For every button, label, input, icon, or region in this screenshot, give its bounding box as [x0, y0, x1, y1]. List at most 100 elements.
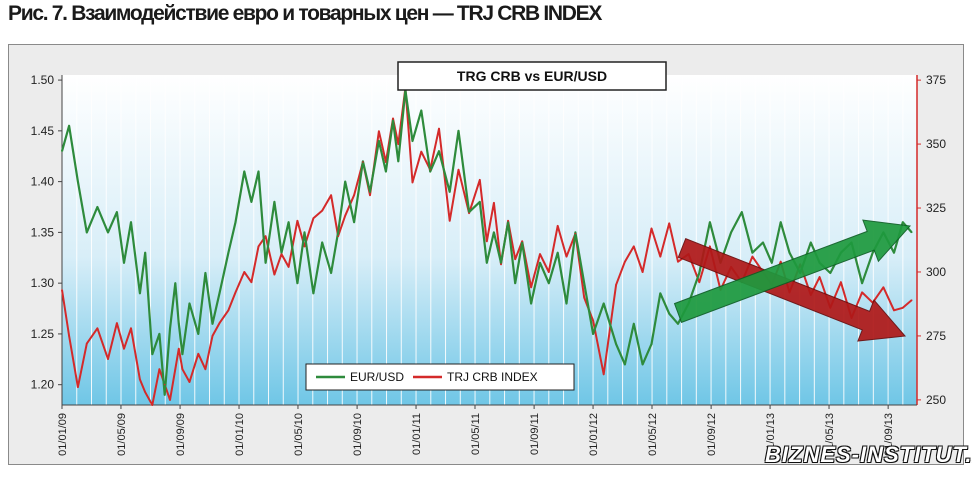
x-tick-label: 01/01/13 [765, 413, 777, 456]
eur-usd-point [264, 262, 267, 264]
trj-crb-point [882, 286, 885, 289]
trj-crb-point [257, 245, 260, 248]
trj-crb-point [344, 214, 347, 217]
eur-usd-point [197, 333, 200, 335]
trj-crb-point [840, 281, 842, 284]
x-tick-label: 01/09/12 [706, 413, 718, 456]
trj-crb-point [902, 306, 904, 309]
eur-usd-point [751, 251, 754, 254]
eur-usd-point [668, 312, 670, 315]
eur-usd-point [530, 302, 532, 305]
eur-usd-point [287, 221, 290, 224]
eur-usd-point [61, 150, 63, 152]
eur-usd-point [68, 124, 70, 127]
eur-usd-point [243, 170, 246, 173]
eur-usd-point [296, 282, 299, 284]
eur-usd-point [116, 211, 118, 213]
trj-crb-point [420, 150, 423, 153]
trj-crb-point [68, 335, 70, 337]
trj-crb-point [861, 291, 863, 294]
trj-crb-point [378, 130, 380, 133]
trj-crb-point [507, 220, 509, 222]
eur-usd-point [740, 211, 743, 213]
eur-usd-point [893, 251, 895, 254]
trj-crb-point [178, 347, 180, 350]
eur-usd-point [151, 353, 154, 356]
eur-usd-point [344, 180, 347, 183]
eur-usd-point [478, 201, 481, 203]
eur-usd-point [385, 170, 387, 173]
y-right-tick-label: 275 [926, 329, 946, 343]
watermark: BIZNES-INSTITUT.RU [765, 442, 972, 467]
eur-usd-point [650, 343, 653, 345]
eur-usd-point [411, 140, 414, 142]
eur-usd-point [448, 190, 451, 193]
eur-usd-point [615, 343, 617, 345]
eur-usd-point [181, 353, 184, 356]
eur-usd-point [698, 272, 701, 274]
trj-crb-point [330, 194, 332, 197]
eur-usd-point [139, 292, 141, 295]
trj-crb-point [592, 319, 594, 322]
eur-usd-point [330, 272, 332, 274]
trj-crb-point [174, 368, 177, 370]
eur-usd-point [762, 241, 764, 244]
y-left-tick-label: 1.25 [31, 327, 55, 341]
trj-crb-point [624, 260, 626, 263]
x-tick-label: 01/09/13 [883, 413, 895, 456]
trj-crb-point [392, 117, 394, 120]
eur-usd-point [493, 231, 495, 234]
eur-usd-point [809, 241, 812, 244]
x-tick-label: 01/05/12 [647, 413, 659, 456]
eur-usd-point [204, 272, 207, 274]
figure-title: Рис. 7. Взаимодействие евро и товарных ц… [8, 2, 602, 25]
trj-crb-point [397, 143, 400, 145]
eur-usd-point [130, 221, 132, 224]
eur-usd-point [829, 272, 832, 274]
eur-usd-point [521, 241, 524, 244]
eur-usd-point [227, 251, 230, 254]
eur-usd-point [369, 190, 371, 193]
y-left-tick-label: 1.45 [31, 124, 55, 138]
x-tick-label: 01/05/10 [293, 413, 305, 456]
eur-usd-point [632, 322, 635, 325]
trj-crb-point [188, 381, 191, 383]
trj-crb-point [158, 368, 161, 370]
trj-crb-point [457, 168, 460, 171]
trj-crb-point [211, 335, 214, 337]
x-tick-label: 01/05/11 [470, 413, 482, 455]
trj-crb-point [197, 353, 200, 355]
x-tick-label: 01/01/11 [411, 413, 423, 455]
eur-usd-point [211, 322, 214, 325]
eur-usd-point [169, 328, 171, 330]
trj-crb-point [500, 263, 502, 266]
eur-usd-point [174, 282, 177, 284]
trj-crb-point [548, 271, 550, 273]
eur-usd-point [709, 221, 711, 224]
eur-usd-point [392, 119, 394, 122]
trj-crb-point [139, 378, 141, 381]
trj-crb-point [303, 245, 306, 248]
y-right-tick-label: 325 [926, 201, 946, 215]
y-left-tick-label: 1.35 [31, 225, 55, 239]
trj-crb-point [287, 266, 290, 268]
trend-arrow-down [677, 238, 907, 342]
eur-usd-point [861, 282, 863, 284]
trj-crb-point [615, 283, 617, 286]
trj-crb-point [893, 309, 895, 312]
eur-usd-point [771, 262, 773, 264]
eur-usd-point [123, 262, 125, 264]
trj-crb-point [264, 235, 267, 237]
trj-crb-point [632, 245, 635, 248]
eur-usd-point [85, 231, 88, 234]
eur-usd-point [677, 322, 679, 325]
x-tick-label: 01/01/09 [57, 413, 69, 456]
eur-usd-point [556, 251, 559, 254]
trj-crb-point [438, 127, 440, 130]
trj-crb-point [429, 168, 431, 171]
trj-crb-point [181, 368, 184, 370]
eur-usd-point [420, 109, 423, 112]
eur-usd-point [144, 251, 146, 254]
trj-crb-point [514, 258, 516, 260]
trj-crb-point [698, 281, 701, 284]
